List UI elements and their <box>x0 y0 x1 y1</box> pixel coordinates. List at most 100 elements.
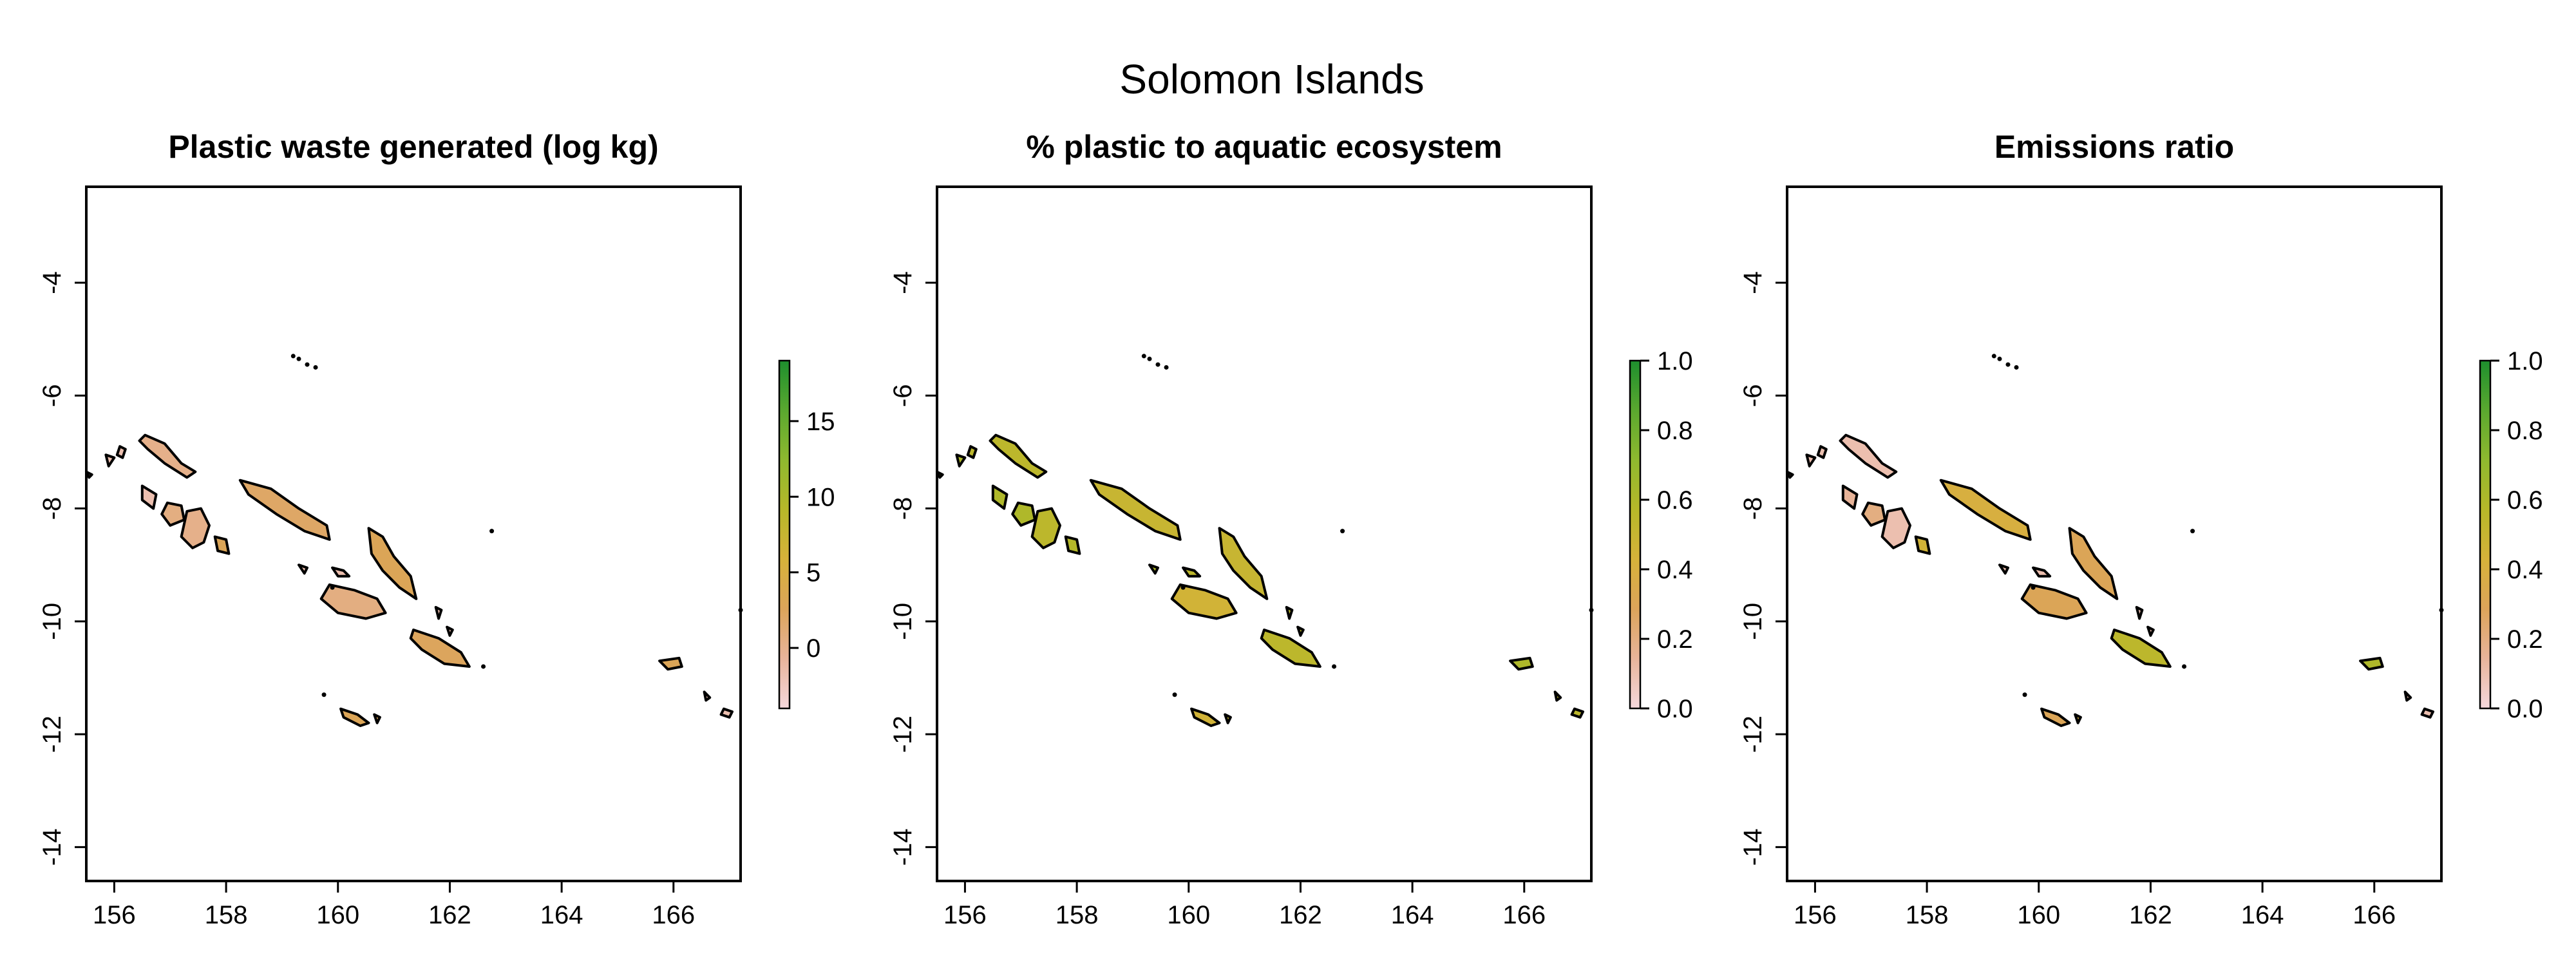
island <box>373 713 381 724</box>
y-tick-label: -14 <box>1739 829 1767 866</box>
y-tick-label: -14 <box>38 829 66 866</box>
legend-tick-label: 0.4 <box>2507 556 2543 584</box>
y-tick-label: -12 <box>38 715 66 753</box>
x-tick-label: 156 <box>93 901 136 929</box>
island <box>955 453 967 468</box>
islet-dot <box>2190 529 2195 534</box>
island <box>115 445 127 459</box>
island <box>2359 656 2384 671</box>
plot-frame <box>85 185 742 882</box>
y-tick-label: -8 <box>1739 497 1767 520</box>
island <box>966 445 978 459</box>
x-tick-label: 164 <box>1391 901 1434 929</box>
island <box>2420 707 2434 719</box>
islet-dot <box>1147 356 1152 361</box>
island <box>2135 605 2144 620</box>
y-tick-label: -14 <box>889 829 917 866</box>
legend-tick-label: 0.2 <box>2507 625 2543 654</box>
plot-frame <box>1786 185 2443 882</box>
x-tick-label: 162 <box>2129 901 2172 929</box>
islet-dot <box>305 362 310 367</box>
island <box>138 433 197 479</box>
y-tick-label: -8 <box>889 497 917 520</box>
islet-dot <box>330 585 335 590</box>
legend-tick-label: 0.6 <box>1657 486 1693 515</box>
map-panel-2: % plastic to aquatic ecosystem 156 158 160 1… <box>889 129 1693 929</box>
islet-dot <box>321 692 327 697</box>
island <box>331 566 351 578</box>
island <box>367 527 418 600</box>
island <box>1182 566 1202 578</box>
island <box>339 707 370 727</box>
y-tick-label: -10 <box>1739 603 1767 640</box>
island <box>989 433 1048 479</box>
island <box>1170 583 1238 620</box>
island <box>658 656 683 671</box>
islet-dot <box>1332 664 1337 669</box>
y-tick-label: -6 <box>38 384 66 407</box>
island <box>1841 484 1859 510</box>
x-tick-label: 158 <box>1056 901 1099 929</box>
island <box>1260 629 1321 668</box>
island <box>446 625 454 637</box>
y-tick-label: -6 <box>1739 384 1767 407</box>
island <box>238 478 331 541</box>
legend-tick-label: 1.0 <box>1657 347 1693 375</box>
islet-dot <box>290 354 296 359</box>
islet-dot <box>313 365 318 370</box>
island <box>213 535 231 555</box>
island <box>1011 501 1036 527</box>
y-tick-label: -4 <box>889 271 917 294</box>
legend-tick-label: 0.0 <box>2507 695 2543 723</box>
island <box>1998 564 2009 575</box>
island <box>104 453 116 468</box>
island <box>1218 527 1269 600</box>
legend-tick-label: 0.2 <box>1657 625 1693 654</box>
islet-dot <box>1997 356 2002 361</box>
island <box>1805 453 1817 468</box>
x-tick-label: 160 <box>2017 901 2060 929</box>
plot-frame <box>936 185 1593 882</box>
y-tick-label: -8 <box>38 497 66 520</box>
y-tick-label: -6 <box>889 384 917 407</box>
islet-dot <box>2014 365 2019 370</box>
island <box>1816 445 1828 459</box>
x-tick-label: 166 <box>2353 901 2396 929</box>
islet-dot <box>2031 585 2036 590</box>
island <box>991 484 1009 510</box>
x-tick-label: 162 <box>428 901 471 929</box>
x-tick-label: 164 <box>2241 901 2284 929</box>
island <box>1939 478 2032 541</box>
island <box>1224 713 1232 724</box>
y-tick-label: -4 <box>1739 271 1767 294</box>
legend-tick-label: 0.0 <box>1657 695 1693 723</box>
island <box>319 583 387 620</box>
island <box>719 707 734 719</box>
x-tick-label: 166 <box>652 901 695 929</box>
y-tick-label: -4 <box>38 271 66 294</box>
island <box>1839 433 1898 479</box>
islet-dot <box>1155 362 1160 367</box>
islet-dot <box>2005 362 2011 367</box>
map-panel-3: Emissions ratio 156 158 160 162 164 166 -4 -6 -8 -… <box>1739 129 2543 929</box>
panel-title: % plastic to aquatic ecosystem <box>1026 129 1502 165</box>
island <box>2020 583 2088 620</box>
panel-title: Emissions ratio <box>1994 129 2234 165</box>
island <box>1296 625 1305 637</box>
legend-colorbar <box>778 359 791 710</box>
island <box>409 629 471 668</box>
x-tick-label: 156 <box>943 901 987 929</box>
island <box>2110 629 2172 668</box>
island <box>2032 566 2052 578</box>
island <box>1089 478 1182 541</box>
island <box>2074 713 2082 724</box>
island <box>1553 690 1562 702</box>
island <box>703 690 712 702</box>
island <box>434 605 443 620</box>
legend-tick-label: 10 <box>806 483 835 511</box>
x-tick-label: 164 <box>540 901 583 929</box>
island <box>1509 656 1534 671</box>
island <box>936 470 944 479</box>
